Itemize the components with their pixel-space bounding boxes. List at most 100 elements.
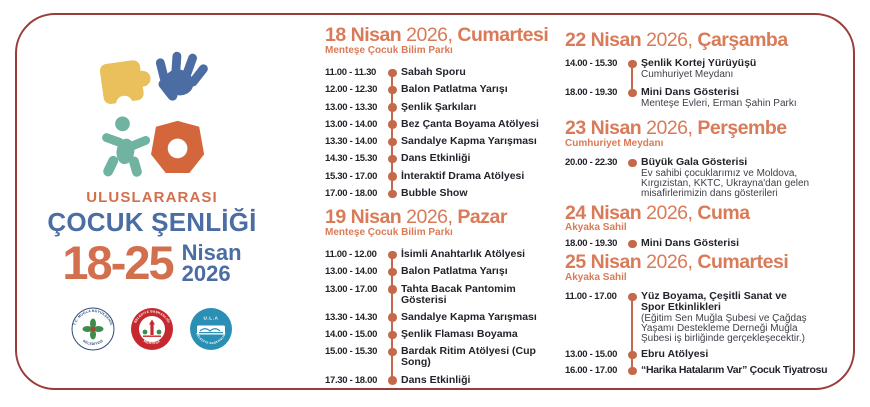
day-weekday: Pazar: [457, 206, 507, 228]
event-title: Büyük Gala Gösterisi: [641, 156, 748, 168]
day-section-19-april: 19 Nisan 2026, Pazar Menteşe Çocuk Bilim…: [325, 207, 565, 392]
event-title: İnteraktif Drama Atölyesi: [401, 169, 525, 182]
day-date: 22 Nisan: [565, 29, 642, 51]
flower-icon: [82, 318, 104, 340]
day-heading: 22 Nisan 2026, Çarşamba: [565, 30, 857, 50]
timeline-dot: [385, 67, 401, 87]
event-detail: Cumhuriyet Meydanı: [641, 69, 734, 80]
event-title: Yüz Boyama, Çeşitli Sanat ve Spor Etkinl…: [641, 290, 787, 313]
logo-ring-text: MENTEŞE: [143, 339, 161, 345]
event-title: Sandalye Kapma Yarışması: [401, 310, 537, 323]
event-time: 16.00 - 17.00: [565, 365, 618, 376]
event-title: “Harika Hatalarım Var” Çocuk Tiyatrosu: [641, 364, 828, 376]
event-row: 17.00 - 18.00 Bubble Show: [325, 187, 565, 200]
event-row: 15.30 - 17.00 İnteraktif Drama Atölyesi: [325, 169, 565, 191]
event-time: 12.00 - 12.30: [325, 84, 378, 96]
timeline-dot: [385, 346, 401, 378]
timeline-dot: [625, 291, 641, 353]
event-time: 15.00 - 15.30: [325, 346, 378, 358]
timeline-dot: [385, 84, 401, 105]
timeline-dot: [625, 157, 641, 199]
event-row: 11.00 - 11.30 Sabah Sporu: [325, 66, 565, 87]
puzzle-icon: [99, 60, 151, 113]
svg-text:BELEDİYESİ: BELEDİYESİ: [82, 339, 104, 346]
event-time: 11.00 - 12.00: [325, 249, 377, 260]
event-row: 14.00 - 15.30 Şenlik Kortej Yürüyüşü Cum…: [565, 57, 857, 89]
event-title: Mini Dans Gösterisi: [641, 86, 740, 98]
day-weekday: Cumartesi: [457, 24, 549, 46]
day-section-24-april: 24 Nisan 2026, Cuma Akyaka Sahil 18.00 -…: [565, 203, 857, 256]
event-title: Bardak Ritim Atölyesi (Cup Song): [401, 345, 536, 369]
event-timeline: 11.00 - 17.00 Yüz Boyama, Çeşitli Sanat …: [565, 290, 857, 377]
event-row: 11.00 - 17.00 Yüz Boyama, Çeşitli Sanat …: [565, 290, 857, 353]
date-range-year: 2026: [181, 261, 231, 286]
timeline-dot: [385, 312, 401, 332]
event-title: Şenlik Flaması Boyama: [401, 328, 518, 341]
day-section-22-april: 22 Nisan 2026, Çarşamba 14.00 - 15.30 Şe…: [565, 30, 857, 116]
event-title: Şenlik Kortej Yürüyüşü: [641, 57, 757, 69]
day-heading: 18 Nisan 2026, Cumartesi: [325, 25, 565, 45]
timeline-dot: [385, 249, 401, 269]
hand-icon: [155, 51, 208, 101]
event-title: Sandalye Kapma Yarışması: [401, 135, 537, 148]
date-range-month-year: Nisan 2026: [181, 240, 242, 286]
mugla-municipality-logo: T.C. MUĞLA BÜYÜKŞEHİR BELEDİYESİ: [71, 307, 115, 351]
event-time: 11.00 - 17.00: [565, 291, 617, 302]
event-title: Ebru Atölyesi: [641, 348, 709, 360]
event-time: 13.30 - 14.30: [325, 311, 378, 323]
timeline-dot: [385, 266, 401, 287]
ula-municipality-logo: U.L.A BELEDİYE BAŞKANLIĞI: [190, 308, 232, 350]
event-title: Dans Etkinliği: [401, 373, 471, 386]
event-row: 15.00 - 15.30 Bardak Ritim Atölyesi (Cup…: [325, 345, 565, 378]
day-section-25-april: 25 Nisan 2026, Cumartesi Akyaka Sahil 11…: [565, 252, 857, 381]
timeline-dot: [625, 365, 641, 376]
event-title: Bubble Show: [401, 187, 468, 200]
mentese-municipality-logo: BELEDİYE BAŞKANLIĞI MENTEŞE: [131, 308, 173, 350]
event-row: 13.30 - 14.30 Sandalye Kapma Yarışması: [325, 310, 565, 332]
day-year: 2026,: [646, 29, 693, 51]
event-row: 18.00 - 19.30 Mini Dans Gösterisi Menteş…: [565, 87, 857, 109]
day-venue: Menteşe Çocuk Bilim Parkı: [325, 227, 453, 238]
svg-text:MENTEŞE: MENTEŞE: [143, 339, 161, 345]
timeline-dot: [625, 87, 641, 109]
day-venue: Cumhuriyet Meydanı: [565, 138, 664, 149]
timeline-dot: [385, 171, 401, 191]
event-timeline: 11.00 - 11.30 Sabah Sporu 12.00 - 12.30 …: [325, 66, 565, 200]
timeline-dot: [625, 349, 641, 369]
event-time: 13.00 - 13.30: [325, 101, 378, 113]
event-title: Sabah Sporu: [401, 66, 466, 78]
heptagon-icon: [151, 120, 205, 173]
timeline-dot: [625, 58, 641, 89]
timeline-dot: [385, 102, 401, 122]
event-timeline: 14.00 - 15.30 Şenlik Kortej Yürüyüşü Cum…: [565, 58, 857, 109]
timeline-dot: [385, 136, 401, 157]
day-venue: Akyaka Sahil: [565, 222, 627, 233]
event-detail: Menteşe Evleri, Erman Şahin Parkı: [641, 98, 797, 109]
event-title: Bez Çanta Boyama Atölyesi: [401, 117, 539, 130]
event-time: 13.30 - 14.00: [325, 136, 378, 148]
date-range-month: Nisan: [181, 240, 242, 265]
timeline-dot: [385, 188, 401, 199]
day-date: 19 Nisan: [325, 206, 402, 228]
event-time: 14.00 - 15.00: [325, 329, 378, 341]
event-row: 18.00 - 19.30 Mini Dans Gösterisi: [565, 237, 857, 250]
day-section-18-april: 18 Nisan 2026, Cumartesi Menteşe Çocuk B…: [325, 25, 565, 205]
event-time: 13.00 - 15.00: [565, 349, 618, 360]
event-detail: Ev sahibi çocuklarımız ve Moldova, Kırgı…: [641, 168, 810, 199]
day-date: 24 Nisan: [565, 202, 642, 224]
child-figure-icon: [102, 116, 151, 177]
event-row: 13.00 - 14.00 Bez Çanta Boyama Atölyesi: [325, 117, 565, 139]
day-weekday: Çarşamba: [697, 29, 788, 51]
event-time: 20.00 - 22.30: [565, 157, 618, 168]
event-time: 14.30 - 15.30: [325, 153, 378, 165]
day-heading: 25 Nisan 2026, Cumartesi: [565, 252, 857, 272]
day-year: 2026,: [646, 251, 693, 273]
event-title: Mini Dans Gösterisi: [641, 237, 740, 249]
festival-title-line1: ULUSLARARASI: [86, 189, 218, 206]
date-range-days: 18-25: [62, 236, 174, 289]
municipality-logos: T.C. MUĞLA BÜYÜKŞEHİR BELEDİYESİ: [40, 307, 264, 351]
day-heading: 24 Nisan 2026, Cuma: [565, 203, 857, 223]
event-timeline: 11.00 - 12.00 İsimli Anahtarlık Atölyesi…: [325, 249, 565, 386]
timeline-dot: [385, 375, 401, 386]
